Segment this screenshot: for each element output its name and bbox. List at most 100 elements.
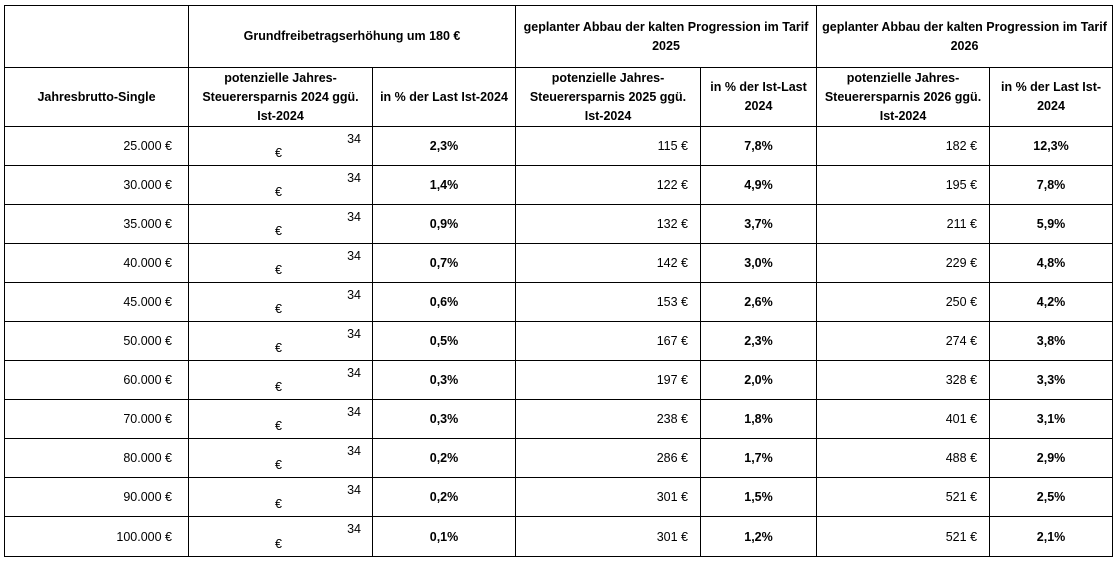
cell-ersparnis-2024: 34 € bbox=[188, 282, 373, 322]
cell-brutto: 40.000 € bbox=[4, 243, 189, 283]
table-row: 30.000 € 34 € 1,4% 122 € 4,9% 195 € 7,8% bbox=[4, 165, 1114, 205]
cell-pct-2025: 4,9% bbox=[699, 165, 818, 205]
tax-savings-table: Grundfreibetragserhöhung um 180 € geplan… bbox=[4, 5, 1114, 557]
euro-sign: € bbox=[275, 185, 282, 199]
cell-pct-2026: 4,2% bbox=[989, 282, 1114, 322]
cell-brutto: 100.000 € bbox=[4, 516, 189, 557]
cell-pct-2024: 0,7% bbox=[372, 243, 516, 283]
ersparnis-2024-value: 34 bbox=[347, 327, 361, 341]
cell-pct-2026: 2,5% bbox=[989, 477, 1114, 517]
table-body: 25.000 € 34 € 2,3% 115 € 7,8% 182 € 12,3%… bbox=[4, 126, 1114, 557]
header-ersparnis-2026: potenzielle Jahres-Steuerersparnis 2026 … bbox=[816, 67, 991, 127]
cell-ersparnis-2024: 34 € bbox=[188, 516, 373, 557]
cell-pct-2024: 2,3% bbox=[372, 126, 516, 166]
cell-ersparnis-2026: 274 € bbox=[816, 321, 991, 361]
cell-pct-2025: 7,8% bbox=[699, 126, 818, 166]
header-pct-2026: in % der Last Ist-2024 bbox=[989, 67, 1114, 127]
header-ersparnis-2024: potenzielle Jahres-Steuerersparnis 2024 … bbox=[188, 67, 373, 127]
ersparnis-2024-value: 34 bbox=[347, 444, 361, 458]
cell-pct-2025: 1,7% bbox=[699, 438, 818, 478]
cell-ersparnis-2024: 34 € bbox=[188, 243, 373, 283]
cell-pct-2025: 1,5% bbox=[699, 477, 818, 517]
cell-brutto: 70.000 € bbox=[4, 399, 189, 439]
cell-pct-2025: 2,6% bbox=[699, 282, 818, 322]
cell-ersparnis-2026: 521 € bbox=[816, 516, 991, 557]
header-ersparnis-2025: potenzielle Jahres-Steuerersparnis 2025 … bbox=[515, 67, 701, 127]
euro-sign: € bbox=[275, 458, 282, 472]
cell-ersparnis-2026: 488 € bbox=[816, 438, 991, 478]
header-jahresbrutto: Jahresbrutto-Single bbox=[4, 67, 189, 127]
euro-sign: € bbox=[275, 380, 282, 394]
header-pct-2024: in % der Last Ist-2024 bbox=[372, 67, 516, 127]
ersparnis-2024-value: 34 bbox=[347, 405, 361, 419]
cell-pct-2026: 5,9% bbox=[989, 204, 1114, 244]
cell-pct-2024: 0,3% bbox=[372, 360, 516, 400]
euro-sign: € bbox=[275, 146, 282, 160]
cell-ersparnis-2025: 301 € bbox=[515, 516, 701, 557]
cell-pct-2026: 4,8% bbox=[989, 243, 1114, 283]
cell-ersparnis-2025: 115 € bbox=[515, 126, 701, 166]
table-row: 100.000 € 34 € 0,1% 301 € 1,2% 521 € 2,1% bbox=[4, 516, 1114, 557]
ersparnis-2024-value: 34 bbox=[347, 210, 361, 224]
cell-brutto: 30.000 € bbox=[4, 165, 189, 205]
cell-brutto: 90.000 € bbox=[4, 477, 189, 517]
cell-brutto: 45.000 € bbox=[4, 282, 189, 322]
cell-ersparnis-2026: 195 € bbox=[816, 165, 991, 205]
table-row: 80.000 € 34 € 0,2% 286 € 1,7% 488 € 2,9% bbox=[4, 438, 1114, 478]
header-abbau-2026: geplanter Abbau der kalten Progression i… bbox=[816, 5, 1114, 68]
table-row: 25.000 € 34 € 2,3% 115 € 7,8% 182 € 12,3% bbox=[4, 126, 1114, 166]
table-row: 50.000 € 34 € 0,5% 167 € 2,3% 274 € 3,8% bbox=[4, 321, 1114, 361]
ersparnis-2024-value: 34 bbox=[347, 171, 361, 185]
cell-ersparnis-2024: 34 € bbox=[188, 204, 373, 244]
cell-ersparnis-2025: 167 € bbox=[515, 321, 701, 361]
table-row: 70.000 € 34 € 0,3% 238 € 1,8% 401 € 3,1% bbox=[4, 399, 1114, 439]
cell-pct-2024: 0,3% bbox=[372, 399, 516, 439]
cell-ersparnis-2026: 211 € bbox=[816, 204, 991, 244]
cell-ersparnis-2025: 153 € bbox=[515, 282, 701, 322]
cell-pct-2024: 0,5% bbox=[372, 321, 516, 361]
table-row: 40.000 € 34 € 0,7% 142 € 3,0% 229 € 4,8% bbox=[4, 243, 1114, 283]
ersparnis-2024-value: 34 bbox=[347, 249, 361, 263]
cell-ersparnis-2024: 34 € bbox=[188, 321, 373, 361]
ersparnis-2024-value: 34 bbox=[347, 483, 361, 497]
cell-pct-2025: 3,7% bbox=[699, 204, 818, 244]
euro-sign: € bbox=[275, 419, 282, 433]
header-grundfreibetrag: Grundfreibetragserhöhung um 180 € bbox=[188, 5, 516, 68]
ersparnis-2024-value: 34 bbox=[347, 522, 361, 536]
cell-pct-2025: 3,0% bbox=[699, 243, 818, 283]
cell-ersparnis-2025: 122 € bbox=[515, 165, 701, 205]
cell-pct-2026: 3,8% bbox=[989, 321, 1114, 361]
cell-brutto: 80.000 € bbox=[4, 438, 189, 478]
cell-pct-2025: 1,2% bbox=[699, 516, 818, 557]
cell-pct-2026: 7,8% bbox=[989, 165, 1114, 205]
cell-ersparnis-2025: 132 € bbox=[515, 204, 701, 244]
cell-ersparnis-2025: 286 € bbox=[515, 438, 701, 478]
euro-sign: € bbox=[275, 341, 282, 355]
cell-ersparnis-2025: 142 € bbox=[515, 243, 701, 283]
ersparnis-2024-value: 34 bbox=[347, 288, 361, 302]
ersparnis-2024-value: 34 bbox=[347, 132, 361, 146]
cell-pct-2025: 2,3% bbox=[699, 321, 818, 361]
cell-pct-2024: 0,2% bbox=[372, 477, 516, 517]
header-pct-2025: in % der Ist-Last 2024 bbox=[699, 67, 818, 127]
cell-ersparnis-2025: 238 € bbox=[515, 399, 701, 439]
cell-pct-2026: 2,1% bbox=[989, 516, 1114, 557]
euro-sign: € bbox=[275, 224, 282, 238]
euro-sign: € bbox=[275, 497, 282, 511]
table-row: 90.000 € 34 € 0,2% 301 € 1,5% 521 € 2,5% bbox=[4, 477, 1114, 517]
cell-pct-2026: 3,3% bbox=[989, 360, 1114, 400]
cell-ersparnis-2026: 229 € bbox=[816, 243, 991, 283]
cell-ersparnis-2025: 301 € bbox=[515, 477, 701, 517]
table-row: 45.000 € 34 € 0,6% 153 € 2,6% 250 € 4,2% bbox=[4, 282, 1114, 322]
header-abbau-2025: geplanter Abbau der kalten Progression i… bbox=[514, 5, 818, 68]
cell-brutto: 60.000 € bbox=[4, 360, 189, 400]
cell-pct-2025: 1,8% bbox=[699, 399, 818, 439]
cell-pct-2024: 0,1% bbox=[372, 516, 516, 557]
cell-ersparnis-2024: 34 € bbox=[188, 360, 373, 400]
cell-ersparnis-2024: 34 € bbox=[188, 126, 373, 166]
cell-ersparnis-2026: 521 € bbox=[816, 477, 991, 517]
cell-ersparnis-2026: 401 € bbox=[816, 399, 991, 439]
cell-ersparnis-2024: 34 € bbox=[188, 438, 373, 478]
cell-ersparnis-2024: 34 € bbox=[188, 477, 373, 517]
table-row: 35.000 € 34 € 0,9% 132 € 3,7% 211 € 5,9% bbox=[4, 204, 1114, 244]
